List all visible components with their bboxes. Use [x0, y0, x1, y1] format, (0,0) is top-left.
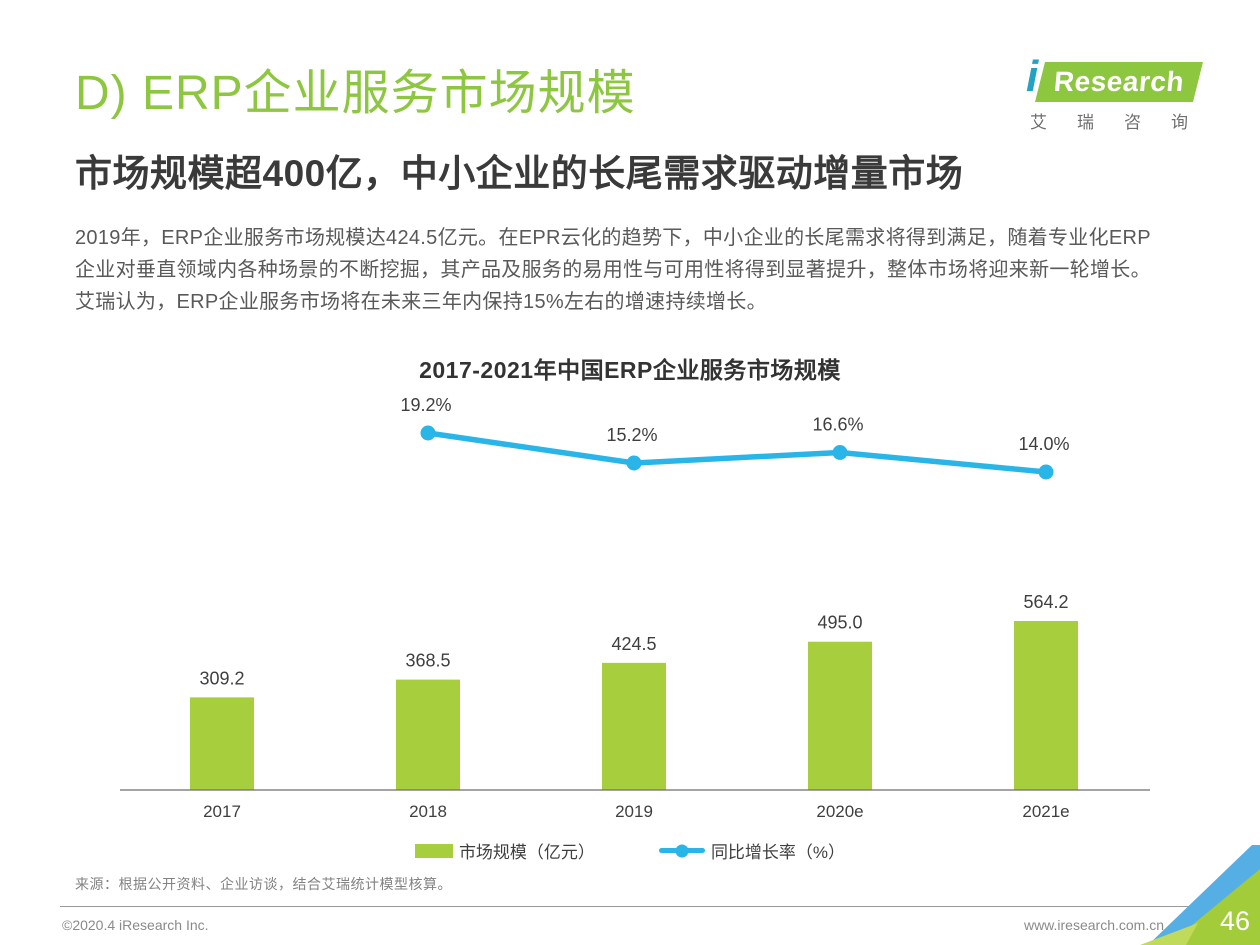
legend-bar-label: 市场规模（亿元）: [458, 843, 595, 862]
logo-wordmark: Research: [1052, 66, 1186, 97]
x-tick-label: 2020e: [816, 802, 863, 821]
bar-value-label: 495.0: [817, 613, 862, 633]
corner-light-green-triangle: [1140, 923, 1198, 945]
bar-2020e: [808, 641, 872, 790]
x-tick-label: 2021e: [1022, 802, 1069, 821]
x-tick-label: 2018: [409, 802, 447, 821]
x-tick-label: 2017: [203, 802, 241, 821]
bar-value-label: 424.5: [611, 634, 656, 654]
legend-bar-swatch: [414, 843, 453, 858]
chart-title: 2017-2021年中国ERP企业服务市场规模: [419, 357, 841, 383]
legend-item-market-size: 市场规模（亿元）: [414, 838, 595, 863]
growth-value-label: 19.2%: [400, 395, 451, 415]
logo-mark: i Research: [1024, 52, 1203, 104]
growth-value-label: 14.0%: [1018, 434, 1069, 454]
source-note: 来源：根据公开资料、企业访谈，结合艾瑞统计模型核算。: [75, 876, 452, 892]
logo-i-glyph: i: [1026, 52, 1039, 101]
corner-blue-band: [1148, 845, 1260, 945]
growth-value-label: 15.2%: [606, 425, 657, 445]
bar-value-label: 309.2: [199, 668, 244, 688]
growth-line: [425, 430, 1049, 475]
chart-canvas: 309.2 2017 368.5 2018 424.5 2019 495.0 2020e 564…: [120, 395, 1150, 821]
legend-line-dot: [675, 844, 689, 857]
growth-value-label: 16.6%: [812, 415, 863, 435]
corner-decoration: [1140, 845, 1260, 945]
body-line-2: 企业对垂直领域内各种场景的不断挖掘，其产品及服务的易用性与可用性将得到显著提升，…: [75, 259, 1151, 281]
logo-chinese-name: 艾瑞咨询: [1030, 113, 1218, 132]
legend-line-label: 同比增长率（%）: [710, 843, 846, 862]
iresearch-logo: i Research 艾瑞咨询: [1024, 52, 1203, 146]
body-line-1: 2019年，ERP企业服务市场规模达424.5亿元。在EPR云化的趋势下，中小企…: [75, 227, 1151, 249]
page-headline: 市场规模超400亿，中小企业的长尾需求驱动增量市场: [75, 153, 964, 194]
legend-line-swatch: [658, 844, 705, 857]
footer-website-link[interactable]: www.iresearch.com.cn: [1023, 917, 1164, 933]
body-paragraph: 2019年，ERP企业服务市场规模达424.5亿元。在EPR云化的趋势下，中小企…: [75, 222, 1195, 318]
bar-2021e: [1014, 621, 1078, 790]
footer-copyright: ©2020.4 iResearch Inc.: [62, 917, 209, 933]
body-line-3: 艾瑞认为，ERP企业服务市场将在未来三年内保持15%左右的增速持续增长。: [75, 291, 767, 313]
growth-line-point: [1038, 464, 1054, 480]
bar-2017: [190, 697, 254, 790]
bar-2019: [602, 662, 666, 790]
logo-parallelogram: Research: [1035, 62, 1203, 102]
footer-divider: [60, 906, 1210, 907]
legend-item-growth-rate: 同比增长率（%）: [658, 838, 846, 863]
page-number: 46: [1219, 906, 1250, 936]
bar-2018: [396, 679, 460, 790]
section-title: D) ERP企业服务市场规模: [75, 67, 636, 120]
bar-value-label: 564.2: [1023, 592, 1068, 612]
x-tick-label: 2019: [615, 802, 653, 821]
bar-value-label: 368.5: [405, 651, 450, 671]
growth-line-point: [420, 425, 436, 441]
growth-line-point: [832, 445, 848, 460]
growth-line-point: [626, 455, 642, 471]
chart-legend: 市场规模（亿元） 同比增长率（%）: [0, 838, 1260, 863]
